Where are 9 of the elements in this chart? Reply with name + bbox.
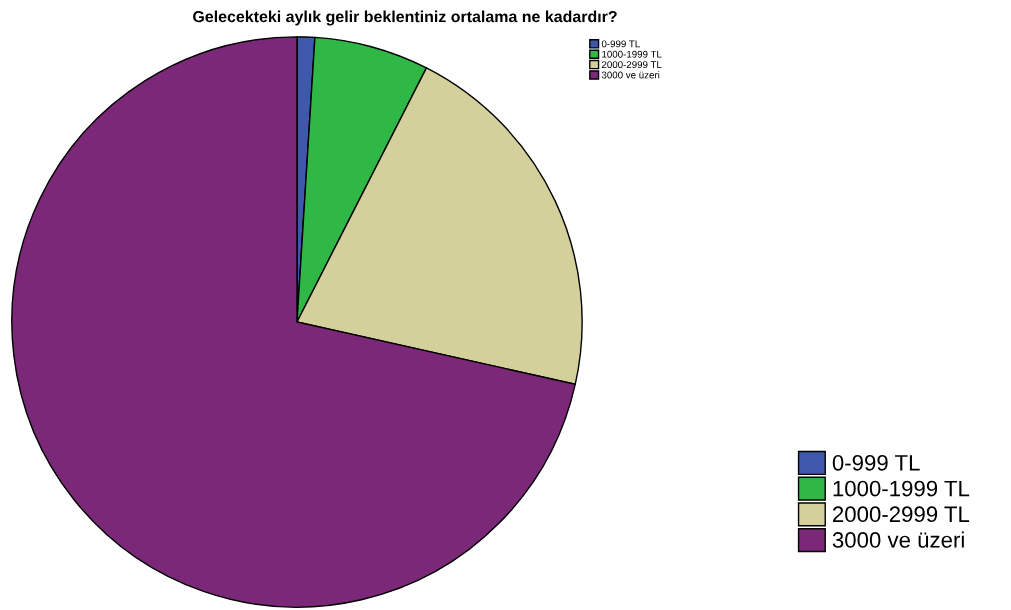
- legend-label: 3000 ve üzeri: [601, 71, 660, 79]
- legend-label: 2000-2999 TL: [601, 61, 662, 69]
- category-label: 2000-2999 TL: [833, 506, 970, 523]
- legend-label: 1000-1999 TL: [602, 50, 662, 58]
- chart-title: Gelecekteki aylık gelir beklentiniz ortalama ne kadardır?: [193, 10, 617, 26]
- category-label: 0-999 TL: [832, 454, 920, 471]
- category-label: 1000-1999 TL: [833, 480, 970, 497]
- legend-label: 0-999 TL: [601, 40, 640, 48]
- category-label: 3000 ve üzeri: [832, 531, 964, 548]
